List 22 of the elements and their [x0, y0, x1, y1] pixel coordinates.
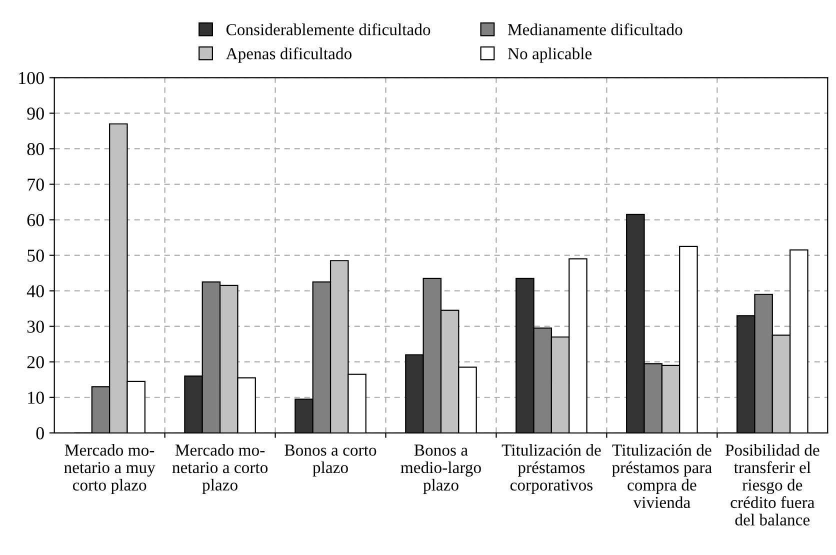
x-tick-label: Posibilidad de transferir el riesgo de crédito fuera del balance [725, 444, 820, 526]
y-tick-label: 40 [26, 285, 44, 298]
y-tick-label: 90 [27, 107, 44, 120]
y-tick-label: 60 [27, 214, 44, 226]
x-tick-label: Bonos a corto plazo [284, 444, 376, 477]
y-tick-label: 30 [27, 320, 44, 333]
x-tick-label: Bonos a medio-largo plazo [400, 444, 481, 494]
x-tick-label: Mercado mo- netario a corto plazo [172, 444, 268, 494]
y-tick-label: 10 [28, 392, 44, 404]
y-tick-label: 0 [36, 427, 44, 440]
legend-label: Considerablemente dificultado [226, 23, 430, 36]
x-tick-label: Mercado mo- netario a muy corto plazo [64, 444, 156, 494]
x-tick-label: Titulización de préstamos corporativos [502, 444, 601, 494]
y-tick-label: 70 [28, 178, 44, 191]
y-tick-label: 100 [19, 72, 44, 84]
y-tick-label: 80 [27, 142, 44, 156]
legend-label: Apenas dificultado [226, 47, 352, 63]
legend-label: Medianamente dificultado [508, 23, 682, 36]
legend-label: No aplicable [508, 48, 592, 63]
x-tick-label: Titulización de préstamos para compra de vivienda [612, 444, 712, 508]
y-tick-label: 50 [28, 250, 44, 262]
y-tick-label: 20 [27, 356, 44, 368]
